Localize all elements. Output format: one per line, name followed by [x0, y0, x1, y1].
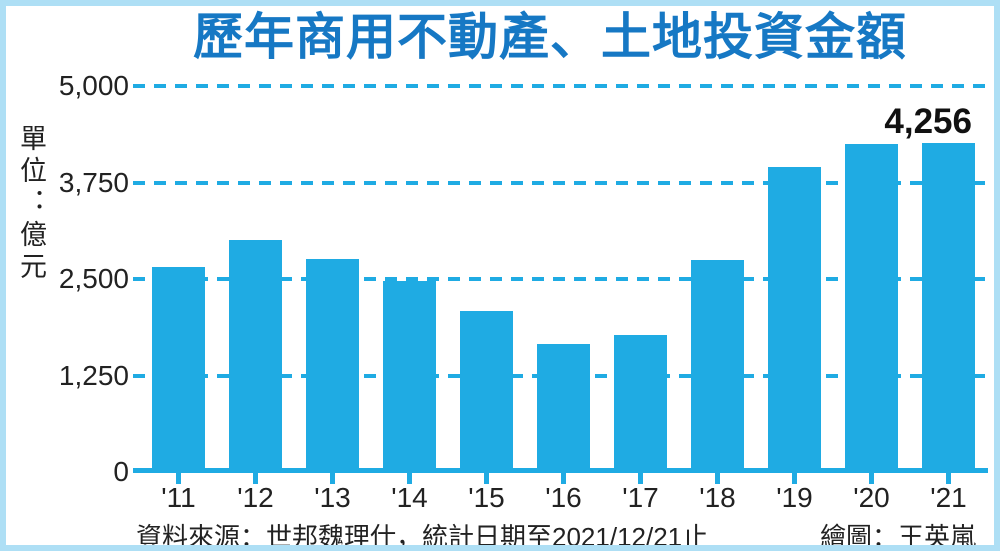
x-tick-mark-18 — [715, 473, 720, 484]
x-tick-label-19: '19 — [776, 482, 813, 513]
y-axis-unit-label: 單位：億元 — [16, 124, 46, 284]
x-tick-label-16: '16 — [545, 482, 582, 513]
x-tick-mark-11 — [176, 473, 181, 484]
bar-14 — [383, 280, 436, 472]
bar-11 — [152, 267, 205, 472]
gridline-5,000 — [133, 84, 988, 88]
x-tick-label-13: '13 — [314, 482, 351, 513]
x-tick-mark-20 — [869, 473, 874, 484]
x-tick-mark-21 — [946, 473, 951, 484]
x-tick-label-18: '18 — [699, 482, 736, 513]
y-tick-label-5,000: 5,000 — [58, 70, 129, 101]
x-tick-label-21: '21 — [930, 482, 967, 513]
bar-15 — [460, 310, 513, 472]
bar-12 — [229, 240, 282, 472]
y-tick-label-0: 0 — [113, 456, 129, 487]
x-tick-mark-13 — [330, 473, 335, 484]
gridline-2,500 — [133, 277, 988, 281]
gridline-3,750 — [133, 180, 988, 185]
x-tick-mark-17 — [638, 473, 643, 484]
credit-note: 繪圖：王英嵐 — [819, 522, 976, 551]
bar-18 — [691, 259, 744, 472]
y-tick-label-1,250: 1,250 — [58, 359, 129, 391]
x-tick-label-15: '15 — [468, 482, 505, 513]
bar-13 — [306, 258, 359, 472]
x-tick-label-11: '11 — [161, 482, 196, 513]
y-tick-label-2,500: 2,500 — [58, 263, 129, 294]
x-tick-mark-15 — [484, 473, 489, 484]
x-tick-label-20: '20 — [853, 482, 890, 513]
x-tick-label-14: '14 — [391, 482, 428, 513]
source-note: 資料來源：世邦魏理仕，統計日期至2021/12/21止 — [136, 522, 709, 551]
x-tick-label-12: '12 — [237, 482, 274, 513]
bar-17 — [614, 334, 667, 472]
x-tick-mark-14 — [407, 473, 412, 484]
bar-16 — [537, 343, 590, 472]
bar-21 — [922, 143, 975, 472]
bar-20 — [845, 143, 898, 472]
bar-19 — [768, 167, 821, 472]
x-axis-line — [133, 468, 988, 473]
plot-area: 0 1,250 2,500 3,750 5,000 '11 '12 '13 '14 '15 '16… — [6, 6, 994, 545]
chart-title: 歷年商用不動產、土地投資金額 — [193, 9, 907, 65]
y-tick-label-3,750: 3,750 — [58, 166, 129, 198]
peak-value-label: 4,256 — [884, 102, 972, 141]
x-tick-mark-16 — [561, 473, 566, 484]
x-tick-mark-19 — [792, 473, 797, 484]
x-tick-mark-12 — [253, 473, 258, 484]
x-tick-label-17: '17 — [622, 482, 659, 513]
